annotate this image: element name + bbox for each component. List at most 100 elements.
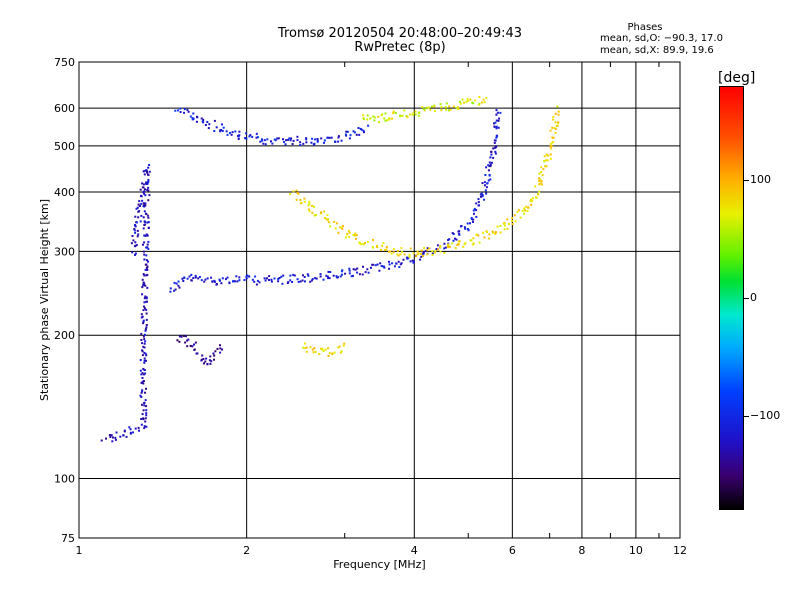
y-tick-label: 750 [54,56,75,69]
data-point [142,284,145,287]
data-point [137,426,140,429]
data-point [181,277,184,280]
data-point [480,192,483,195]
data-point [422,255,425,257]
data-point [147,216,150,219]
data-point [348,137,351,140]
data-point [487,164,490,167]
data-point [142,335,145,338]
data-point [183,334,185,337]
data-point [552,118,555,121]
data-point [345,130,348,133]
data-point [388,267,391,270]
data-point [208,123,211,126]
data-point [140,214,143,217]
data-point [209,355,212,358]
data-point [409,113,412,116]
data-point [140,391,143,394]
data-point [141,413,144,416]
data-point [194,276,197,279]
data-point [143,297,146,300]
data-point [143,342,146,345]
data-point [273,277,276,280]
data-point [416,250,419,253]
data-point [322,349,325,352]
data-point [140,202,143,205]
data-point [184,341,187,344]
data-point [408,253,411,256]
data-point [147,166,150,169]
data-point [530,203,533,206]
data-point [382,241,385,244]
data-point [146,234,149,237]
data-point [289,279,292,282]
data-point [472,218,475,221]
data-point [122,434,125,437]
data-point [169,290,172,293]
data-point [145,354,148,357]
data-point [143,301,146,304]
data-point [475,233,478,236]
data-point [372,263,375,266]
data-point [469,98,472,101]
data-point [494,152,497,155]
data-point [280,275,283,278]
data-point [486,182,489,185]
data-point [488,233,491,236]
data-point [146,221,149,224]
data-point [133,228,136,230]
data-point [146,246,149,249]
data-point [539,178,542,181]
data-point [219,351,222,354]
data-point [142,368,145,370]
data-point [434,110,436,113]
data-point [111,440,114,443]
data-point [144,420,147,423]
data-point [456,243,459,246]
data-point [226,133,229,136]
data-point [362,243,365,246]
data-point [327,347,330,350]
data-point [352,268,355,271]
data-point [135,244,138,247]
data-point [433,251,436,254]
data-point [485,97,488,99]
data-point [358,273,361,276]
data-point [141,182,144,185]
data-point [145,412,148,415]
data-point [143,203,146,206]
data-point [203,280,206,283]
data-point [305,350,308,353]
colorbar-tick [744,180,749,182]
data-point [206,277,209,280]
data-point [142,409,145,412]
data-point [399,263,402,266]
data-point [141,403,143,406]
data-point [142,183,145,186]
data-point [390,252,393,255]
data-point [484,189,487,192]
data-point [277,137,280,140]
data-point [175,282,178,285]
data-point [186,108,189,111]
data-point [143,351,146,354]
data-point [538,190,541,193]
data-point [182,280,185,282]
data-point [296,192,299,194]
data-point [497,126,500,129]
data-point [348,269,351,272]
data-point [556,124,559,127]
data-point [552,141,555,144]
data-point [129,432,132,435]
data-point [237,135,240,138]
data-point [334,227,337,230]
data-point [309,346,312,349]
data-point [337,346,340,349]
data-point [253,280,256,283]
data-point [400,262,403,265]
data-point [348,231,351,234]
data-point [307,274,310,277]
data-point [216,347,219,350]
data-point [357,127,360,129]
data-point [148,194,151,197]
